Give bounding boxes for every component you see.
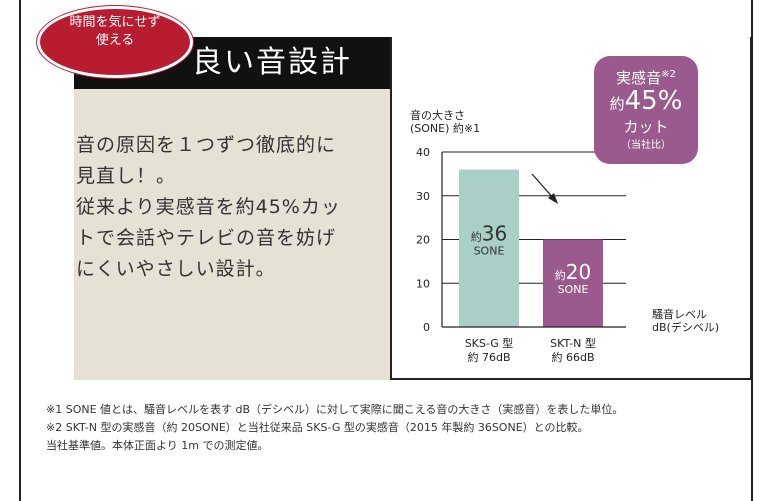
footnotes: ※1 SONE 値とは、騒音レベルを表す dB（デシベル）に対して実際に聞こえる… bbox=[46, 401, 746, 455]
y-tick-label: 10 bbox=[416, 277, 430, 290]
description-text: 音の原因を１つずつ徹底的に 見直し！。 従来より実感音を約45%カッ トで会話や… bbox=[76, 130, 388, 285]
feature-badge-line-1: 時間を気にせず bbox=[69, 15, 161, 30]
text-panel bbox=[74, 80, 394, 380]
bar-2 bbox=[543, 239, 603, 327]
decrease-arrow bbox=[531, 173, 558, 204]
y-tick-label: 20 bbox=[416, 234, 430, 247]
category-label-2: SKT-N 型 bbox=[550, 336, 596, 350]
reduction-badge-footnote-mark: ※2 bbox=[661, 69, 676, 80]
bar-value-prefix: 約 bbox=[555, 268, 566, 282]
bar-1 bbox=[459, 169, 519, 327]
frame-left-border bbox=[19, 0, 21, 501]
frame-right-border bbox=[751, 0, 753, 501]
decrease-arrow-head bbox=[548, 193, 558, 204]
bar-value-label-1: 約36 bbox=[471, 221, 507, 245]
y-tick-label: 0 bbox=[423, 321, 430, 334]
category-sublabel-1: 約 76dB bbox=[467, 350, 510, 364]
description-line: 従来より実感音を約45%カッ bbox=[76, 196, 341, 218]
footnote-1: ※1 SONE 値とは、騒音レベルを表す dB（デシベル）に対して実際に聞こえる… bbox=[46, 403, 624, 416]
category-sublabel-2: 約 66dB bbox=[551, 350, 594, 364]
bar-value-number: 36 bbox=[482, 221, 507, 245]
reduction-badge-note: （当社比） bbox=[621, 140, 671, 151]
reduction-badge: 実感音※2 約45% カット （当社比） bbox=[594, 56, 698, 164]
feature-badge-label: 時間を気にせず 使える bbox=[40, 14, 190, 50]
description-line: トで会話やテレビの音を妨げ bbox=[76, 227, 337, 249]
description-line: にくいやさしい設計。 bbox=[76, 258, 276, 280]
reduction-badge-prefix: 約 bbox=[609, 95, 625, 113]
bar-value-prefix: 約 bbox=[471, 229, 482, 243]
y-tick-label: 40 bbox=[416, 146, 430, 159]
y-axis-title-line: 音の大きさ bbox=[410, 108, 465, 122]
reduction-badge-title-text: 実感音 bbox=[616, 69, 662, 87]
description-line: 見直し！。 bbox=[76, 165, 177, 187]
footnote-2: ※2 SKT-N 型の実感音（約 20SONE）と当社従来品 SKS-G 型の実… bbox=[46, 421, 589, 434]
reduction-badge-cut: カット bbox=[623, 118, 669, 136]
category-label-1: SKS-G 型 bbox=[465, 336, 514, 350]
bar-value-unit-1: SONE bbox=[474, 244, 505, 257]
page-title: 良い音設計 bbox=[192, 45, 352, 80]
footnote-3: 当社基準値。本体正面より 1m での測定値。 bbox=[46, 439, 269, 452]
bar-value-number: 20 bbox=[566, 260, 591, 284]
y-axis-title-line: (SONE) 約※1 bbox=[410, 121, 480, 135]
bar-value-unit-2: SONE bbox=[558, 283, 589, 296]
x-axis-title-line: 騒音レベル bbox=[652, 307, 707, 321]
reduction-badge-percent: 45% bbox=[624, 86, 683, 116]
feature-badge bbox=[37, 6, 193, 78]
feature-badge-line-2: 使える bbox=[95, 33, 135, 48]
description-line: 音の原因を１つずつ徹底的に bbox=[76, 134, 337, 156]
x-axis-title-line: dB(デシベル) bbox=[652, 320, 719, 334]
reduction-badge-value: 約45% bbox=[594, 86, 698, 119]
y-tick-label: 30 bbox=[416, 190, 430, 203]
bar-value-label-2: 約20 bbox=[555, 260, 591, 284]
reduction-badge-title: 実感音※2 bbox=[594, 66, 698, 87]
